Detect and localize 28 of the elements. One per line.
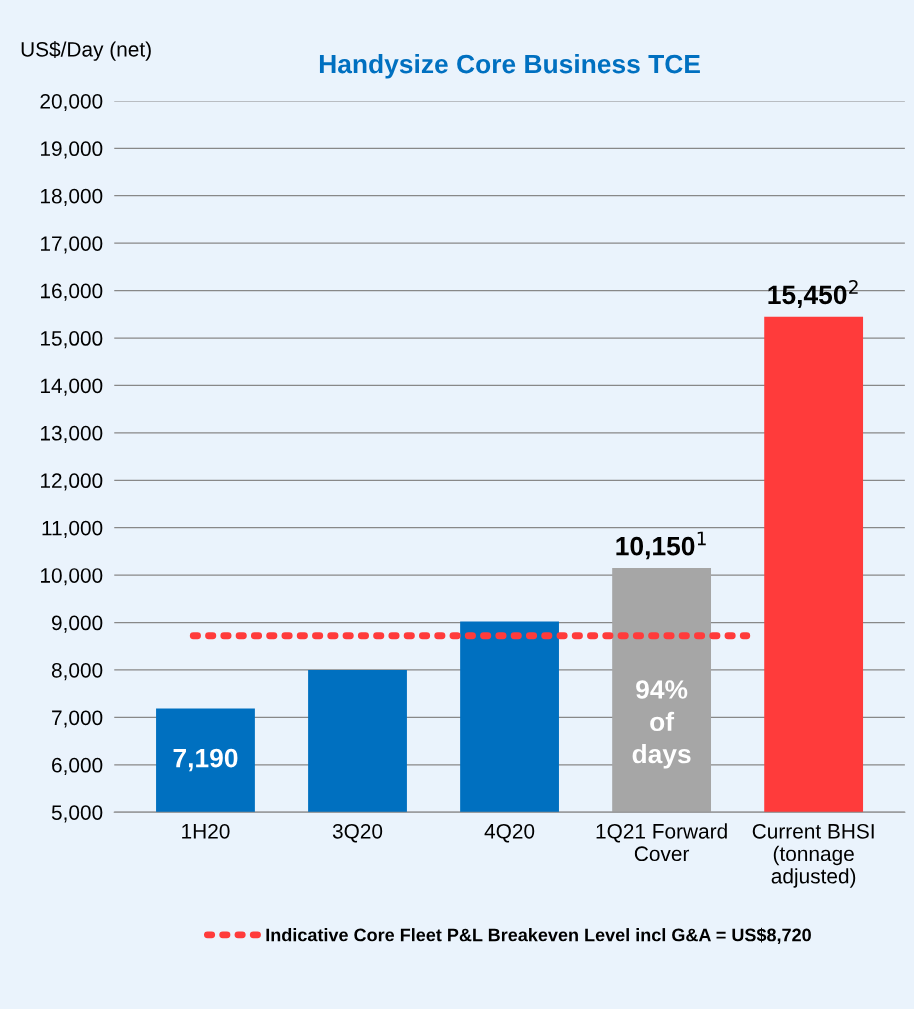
data-label: 10,150$^{1}$	[616, 531, 706, 560]
data-label: 15,450$^{2}$	[768, 280, 858, 308]
y-tick-label: 20,000	[40, 93, 103, 112]
y-tick-label: 10,000	[41, 568, 103, 586]
x-tick-label: 1Q21 Forward Cover	[596, 823, 727, 862]
y-tick-label: 12,000	[41, 473, 103, 491]
y-tick-label: 9,000	[51, 615, 103, 633]
y-tick-label: 18,000	[41, 188, 103, 206]
y-tick-label: 5,000	[51, 805, 103, 823]
y-tick-label: 16,000	[41, 283, 103, 301]
y-tick-label: 15,000	[41, 331, 103, 349]
y-tick-label: 7,000	[52, 710, 103, 728]
y-axis-title: US$/Day (net)	[21, 41, 151, 61]
y-tick-label: 11,000	[42, 520, 103, 538]
x-tick-label: 3Q20	[332, 823, 383, 843]
y-tick-label: 8,000	[51, 662, 103, 681]
chart-title: Handysize Core Business TCE	[319, 54, 700, 79]
x-tick-label: 4Q20	[484, 823, 535, 843]
y-tick-label: 14,000	[41, 378, 103, 396]
annotation: 94% of days	[632, 680, 691, 769]
y-tick-label: 17,000	[41, 236, 103, 254]
x-tick-label: 1H20	[182, 823, 230, 839]
data-label: 7,190	[173, 748, 238, 772]
y-tick-label: 6,000	[52, 757, 103, 776]
legend-label: Indicative Core Fleet P&L Breakeven Level incl G&A = US$8,720	[266, 927, 811, 944]
y-tick-label: 19,000	[41, 141, 103, 159]
y-tick-label: 13,000	[41, 425, 103, 444]
x-tick-label: Current BHSI (tonnage adjusted)	[752, 823, 874, 888]
